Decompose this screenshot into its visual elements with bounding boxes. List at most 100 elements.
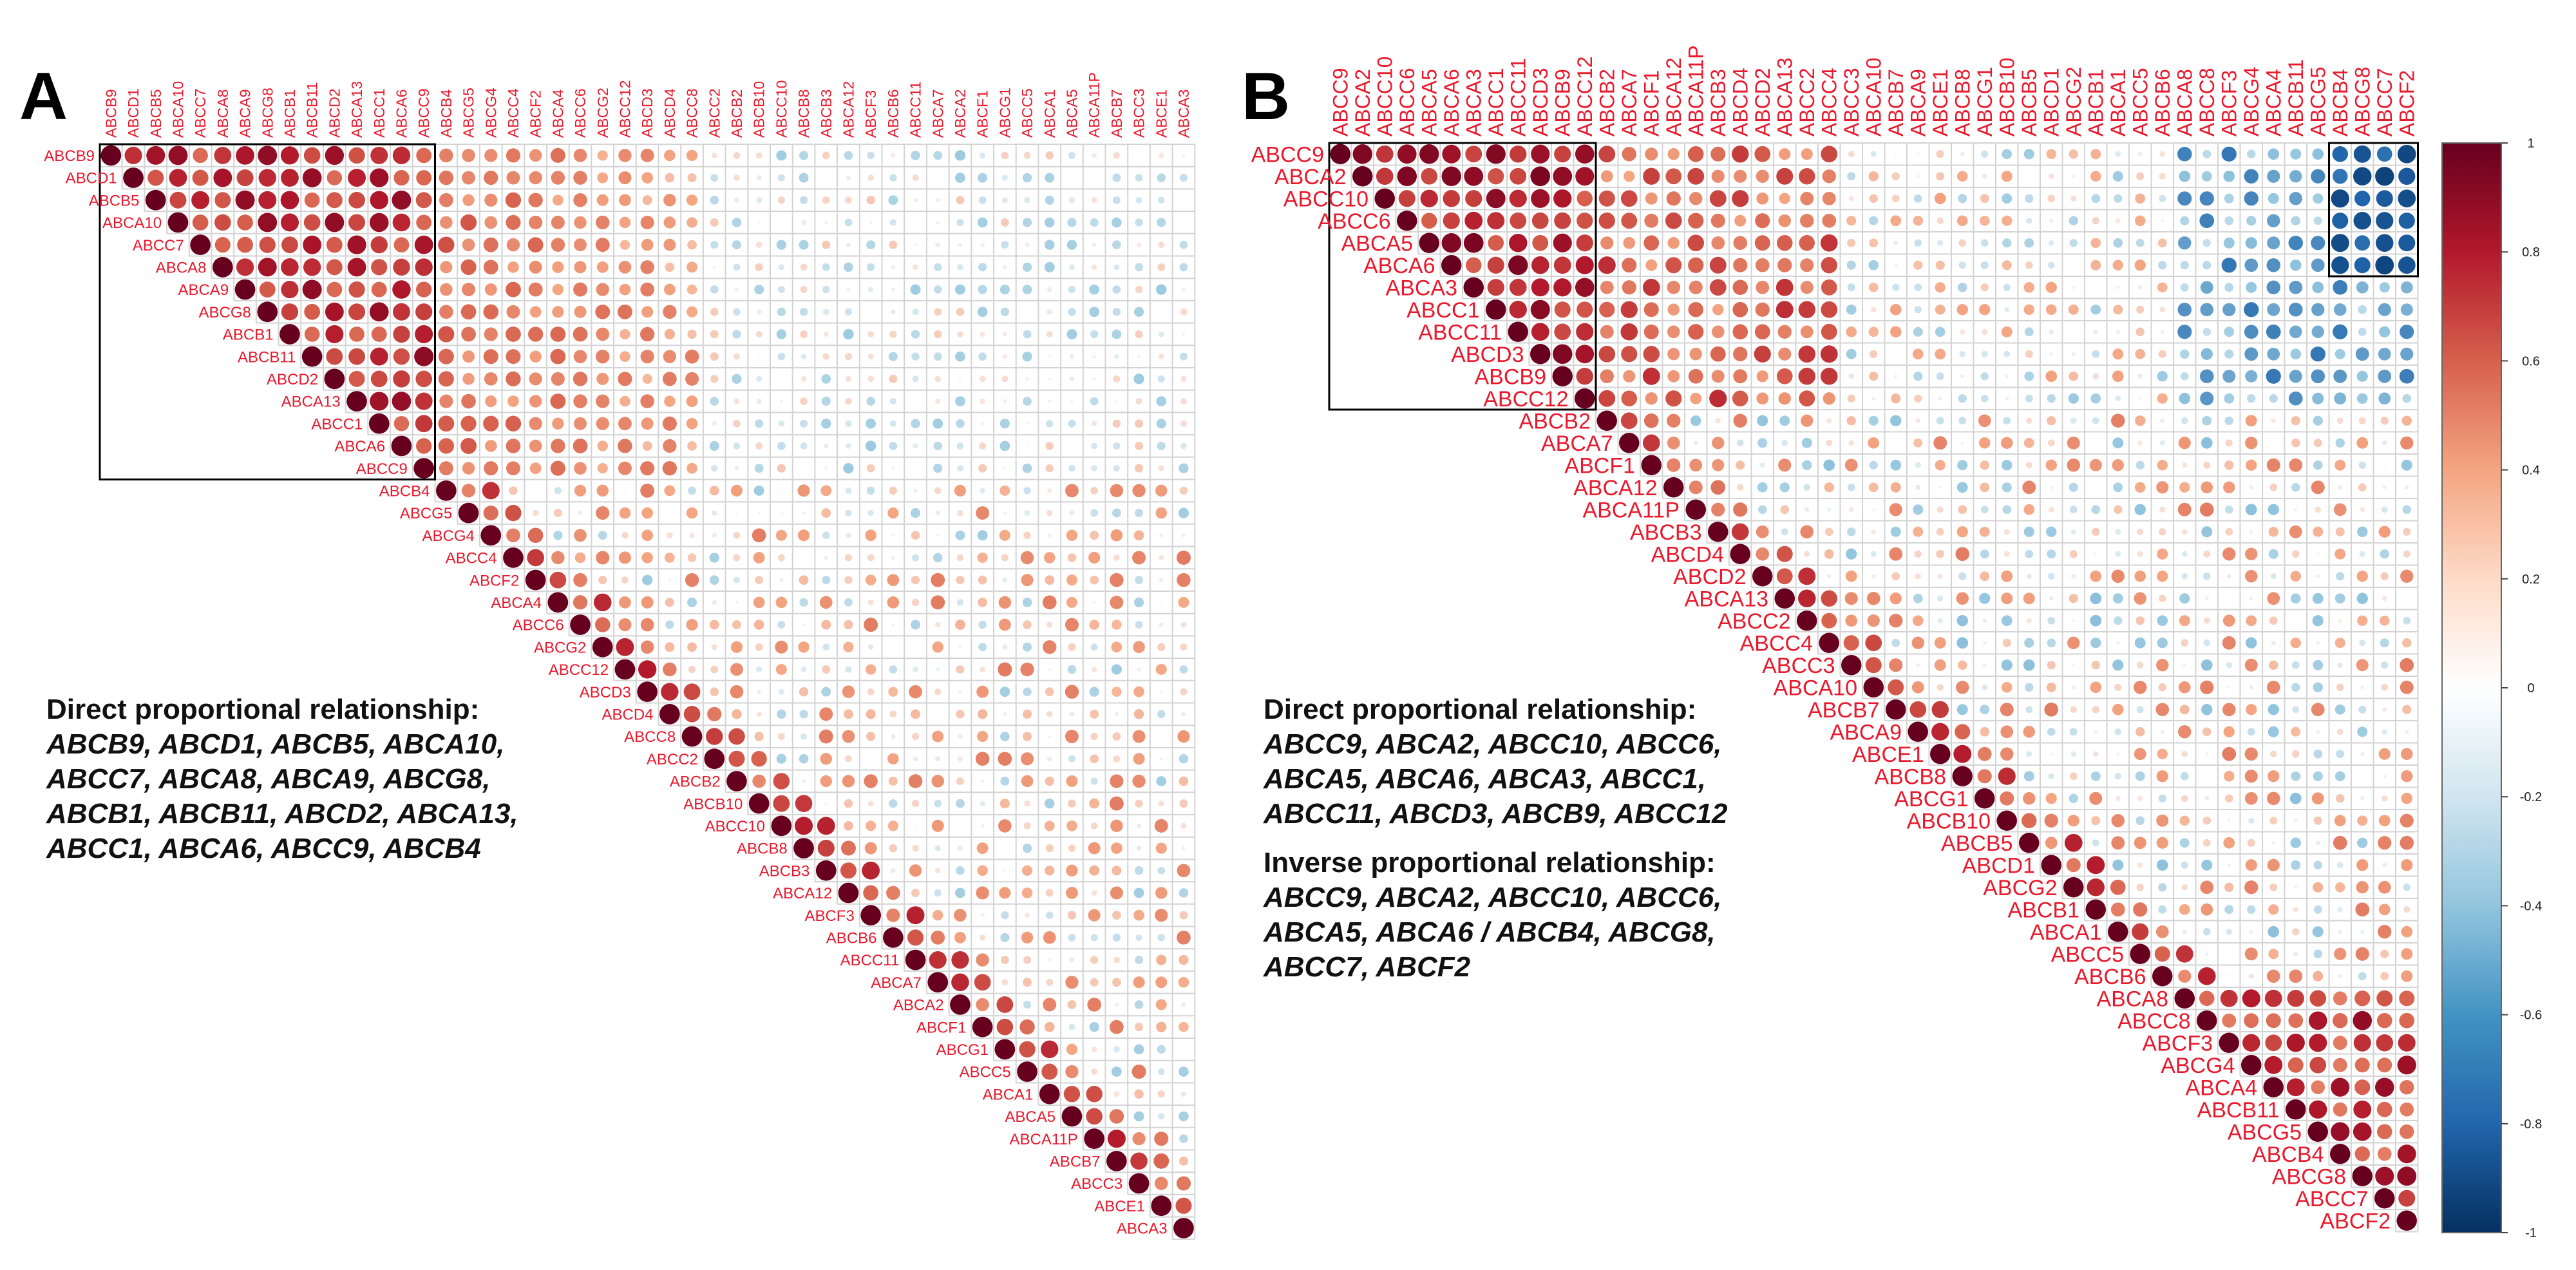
- panel-a-correlation-dot: [980, 488, 985, 494]
- panel-b-correlation-dot: [1600, 325, 1614, 339]
- panel-a-correlation-dot: [687, 240, 697, 250]
- panel-b-correlation-dot: [1596, 410, 1617, 431]
- panel-b-correlation-dot: [2160, 330, 2164, 334]
- panel-b-correlation-dot: [2115, 395, 2121, 402]
- panel-a-correlation-dot: [1178, 507, 1189, 518]
- panel-a-correlation-dot: [124, 146, 142, 164]
- panel-a-correlation-dot: [169, 169, 187, 187]
- panel-a-correlation-dot: [889, 174, 897, 182]
- panel-b-correlation-dot: [2289, 370, 2302, 383]
- panel-a-correlation-dot: [1090, 822, 1098, 829]
- panel-a-correlation-dot: [1048, 958, 1052, 962]
- panel-a-correlation-dot: [618, 618, 632, 632]
- panel-b-correlation-dot: [2248, 973, 2254, 979]
- panel-a-correlation-dot: [1001, 554, 1009, 562]
- panel-a-correlation-dot: [236, 146, 254, 165]
- panel-a-correlation-dot: [303, 235, 322, 254]
- panel-b-correlation-dot: [2223, 481, 2235, 493]
- panel-b-correlation-dot: [1956, 304, 1968, 316]
- panel-a-correlation-dot: [1180, 420, 1187, 427]
- panel-a-correlation-dot: [957, 756, 963, 762]
- panel-a-correlation-dot: [709, 486, 719, 496]
- panel-a-correlation-dot: [1133, 307, 1144, 317]
- panel-a-col-label: ABCC2: [706, 88, 723, 138]
- panel-a-col-label: ABCA1: [1041, 90, 1058, 138]
- panel-a-correlation-dot: [1177, 864, 1191, 878]
- panel-b-correlation-dot: [1600, 280, 1614, 294]
- panel-b-correlation-dot: [2087, 856, 2105, 875]
- panel-a-correlation-dot: [1157, 710, 1166, 719]
- panel-a-correlation-dot: [1022, 351, 1032, 362]
- panel-a-correlation-dot: [596, 349, 610, 364]
- panel-b-correlation-dot: [2404, 485, 2409, 490]
- panel-a-correlation-dot: [235, 190, 255, 210]
- colorbar-tick-label: -1: [2525, 1226, 2537, 1240]
- panel-a-correlation-dot: [755, 666, 762, 673]
- panel-b-correlation-dot: [1712, 459, 1725, 471]
- panel-a-correlation-dot: [1113, 264, 1120, 270]
- panel-a-correlation-dot: [889, 442, 898, 450]
- panel-b-correlation-dot: [1667, 370, 1680, 383]
- panel-b-correlation-dot: [1645, 259, 1658, 271]
- panel-a-correlation-dot: [1112, 911, 1121, 920]
- panel-a-correlation-dot: [1132, 1132, 1146, 1146]
- panel-a-correlation-dot: [1042, 595, 1057, 610]
- panel-a-correlation-dot: [460, 259, 477, 275]
- panel-a-correlation-dot: [1179, 799, 1188, 808]
- panel-a-correlation-dot: [1090, 509, 1099, 517]
- panel-a-correlation-dot: [1181, 712, 1186, 717]
- panel-a-correlation-dot: [1177, 573, 1191, 587]
- panel-a-correlation-dot: [710, 307, 719, 316]
- panel-a-row-label: ABCC10: [705, 818, 765, 835]
- panel-a-correlation-dot: [551, 215, 565, 229]
- panel-b-correlation-dot: [1755, 258, 1770, 272]
- panel-a-correlation-dot: [911, 330, 920, 339]
- panel-b-col-label: ABCD1: [2040, 68, 2063, 137]
- panel-a-correlation-dot: [458, 502, 479, 524]
- panel-b-correlation-dot: [1935, 327, 1946, 337]
- panel-a-correlation-dot: [668, 578, 671, 582]
- panel-a-correlation-dot: [1179, 486, 1188, 495]
- panel-b-correlation-dot: [2267, 236, 2280, 250]
- colorbar-ticks: 10.80.60.40.20-0.2-0.4-0.6-0.8-1: [2501, 137, 2542, 1240]
- panel-a-correlation-dot: [845, 509, 852, 517]
- panel-a-correlation-dot: [415, 325, 433, 343]
- panel-a-correlation-dot: [886, 908, 900, 922]
- panel-a-correlation-dot: [663, 662, 677, 677]
- panel-b-correlation-dot: [1937, 240, 1944, 246]
- panel-b-correlation-dot: [2334, 348, 2345, 359]
- panel-b-correlation-dot: [2049, 329, 2054, 335]
- panel-b-correlation-dot: [2353, 1100, 2372, 1119]
- panel-a-correlation-dot: [1003, 511, 1007, 515]
- panel-b-correlation-dot: [1889, 303, 1902, 316]
- panel-a-row-label: ABCA7: [871, 974, 922, 992]
- panel-a-correlation-dot: [1084, 1128, 1104, 1149]
- panel-b-correlation-dot: [2332, 146, 2348, 162]
- panel-b-correlation-dot: [2000, 791, 2014, 806]
- panel-b-correlation-dot: [1886, 699, 1906, 720]
- panel-a-correlation-dot: [758, 355, 761, 358]
- panel-b-correlation-dot: [1733, 369, 1748, 384]
- panel-a-correlation-dot: [1135, 196, 1142, 204]
- panel-a-correlation-dot: [527, 237, 544, 253]
- panel-b-row-label: ABCD4: [1651, 542, 1724, 567]
- panel-b-correlation-dot: [2311, 703, 2325, 717]
- panel-a-correlation-dot: [866, 397, 876, 406]
- panel-a-col-label: ABCA7: [929, 90, 946, 138]
- panel-a-correlation-dot: [955, 620, 965, 630]
- panel-b-correlation-dot: [1938, 486, 1942, 489]
- panel-a-correlation-dot: [687, 642, 697, 652]
- panel-a-col-label: ABCE1: [1153, 90, 1170, 138]
- panel-b-correlation-dot: [2242, 1034, 2260, 1052]
- panel-b-correlation-dot: [1778, 347, 1792, 361]
- panel-a-correlation-dot: [1068, 285, 1076, 294]
- panel-b-correlation-dot: [2023, 504, 2035, 515]
- panel-a-correlation-dot: [439, 193, 453, 207]
- panel-a-correlation-dot: [860, 905, 881, 925]
- panel-b-correlation-dot: [2199, 213, 2215, 229]
- panel-b-row-label: ABCA3: [1386, 276, 1458, 300]
- panel-a-correlation-dot: [664, 395, 676, 407]
- panel-a-col-label: ABCB3: [818, 90, 835, 138]
- panel-b-correlation-dot: [2313, 659, 2324, 670]
- panel-a-correlation-dot: [1157, 1090, 1165, 1098]
